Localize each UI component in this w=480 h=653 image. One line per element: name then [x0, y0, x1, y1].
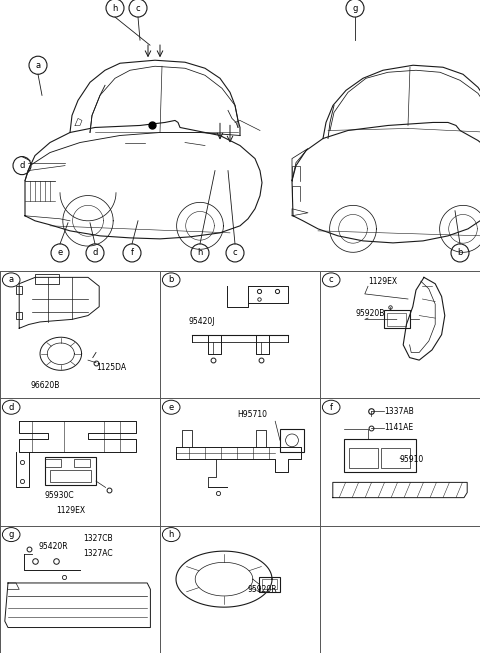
Text: d: d [19, 161, 24, 170]
Text: 1327CB: 1327CB [83, 534, 113, 543]
Text: c: c [136, 3, 140, 12]
Bar [16, 286, 23, 294]
Text: d: d [9, 403, 14, 412]
Bar [349, 448, 378, 468]
Bar [259, 577, 280, 592]
Text: g: g [352, 3, 358, 12]
Text: 1129EX: 1129EX [368, 277, 397, 286]
Bar [263, 579, 277, 589]
Text: 95930C: 95930C [45, 490, 74, 500]
Bar [45, 457, 96, 485]
Text: 96620B: 96620B [30, 381, 60, 390]
Text: c: c [329, 276, 334, 285]
Bar [384, 310, 409, 328]
Bar [73, 460, 90, 467]
Bar [35, 274, 59, 283]
Text: 95910: 95910 [400, 455, 424, 464]
Text: 1129EX: 1129EX [56, 506, 85, 515]
Text: a: a [9, 276, 14, 285]
Text: 95920B: 95920B [355, 309, 384, 317]
Bar [280, 429, 304, 452]
Text: b: b [457, 248, 463, 257]
Bar [381, 448, 409, 468]
Text: 1125DA: 1125DA [96, 363, 126, 372]
Text: e: e [58, 248, 62, 257]
Text: f: f [330, 403, 333, 412]
Text: b: b [168, 276, 174, 285]
Text: h: h [168, 530, 174, 539]
Bar [387, 313, 407, 326]
Text: 1327AC: 1327AC [83, 549, 113, 558]
Text: 95420J: 95420J [189, 317, 216, 326]
Text: 1337AB: 1337AB [384, 407, 414, 415]
Text: 1141AE: 1141AE [384, 423, 413, 432]
Text: f: f [131, 248, 133, 257]
Text: h: h [197, 248, 203, 257]
Bar [45, 460, 61, 467]
Text: d: d [92, 248, 98, 257]
Text: c: c [233, 248, 237, 257]
Text: a: a [36, 61, 41, 70]
Bar [344, 439, 416, 472]
Text: 95420R: 95420R [38, 541, 68, 550]
Text: H95710: H95710 [237, 411, 267, 419]
Text: h: h [112, 3, 118, 12]
Bar [49, 470, 91, 483]
Text: g: g [9, 530, 14, 539]
Text: 95920R: 95920R [248, 585, 277, 594]
Bar [16, 311, 23, 319]
Text: e: e [168, 403, 174, 412]
